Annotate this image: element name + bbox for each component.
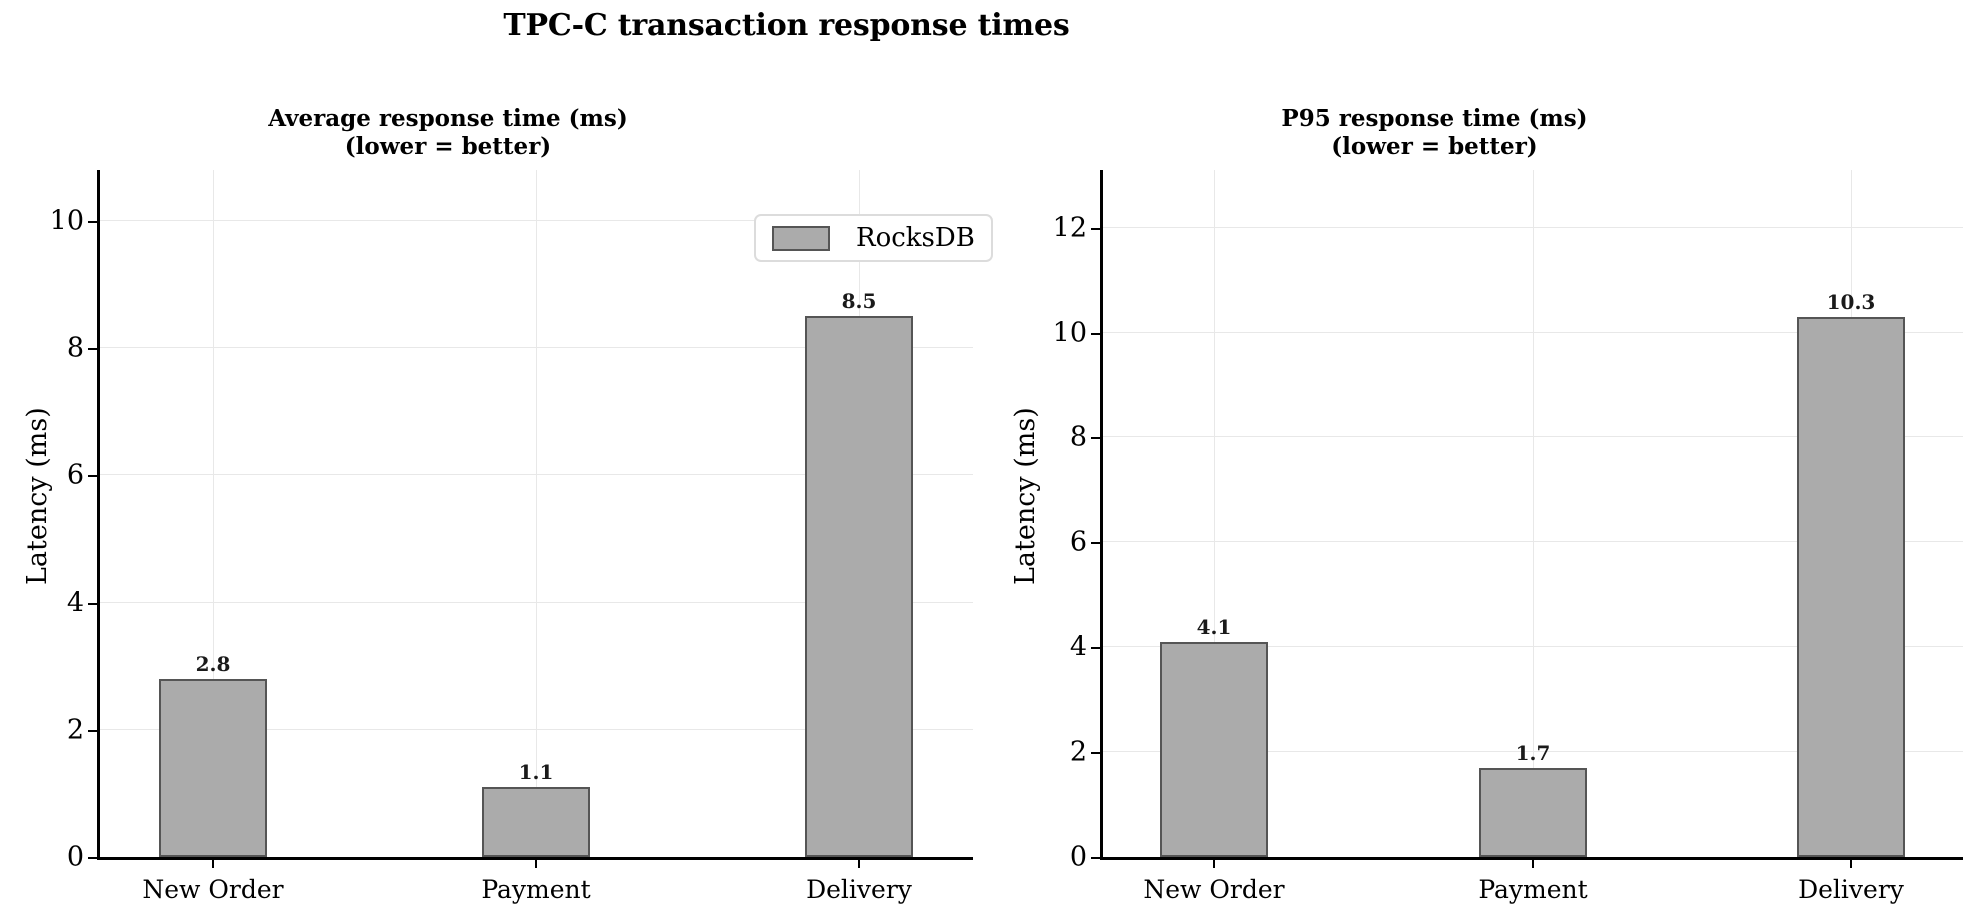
y-tick-label-2: 2 — [1069, 736, 1087, 768]
bar-payment[interactable]: 1.1 — [482, 762, 590, 857]
plot-area-left: 0 2 4 6 8 10 New Order Payment Delivery — [50, 170, 973, 902]
bar-delivery[interactable]: 10.3 — [1797, 292, 1905, 857]
subplot-p95-response-time: P95 response time (ms) (lower = better) … — [986, 0, 1973, 921]
y-tick-mark-10 — [1091, 333, 1103, 335]
bar-payment[interactable]: 1.7 — [1479, 743, 1587, 857]
bar-value-new-order: 4.1 — [1196, 615, 1232, 639]
subplot-left-title-line1: Average response time (ms) — [268, 105, 628, 132]
bar-value-payment: 1.1 — [518, 760, 554, 784]
y-tick-label-6: 6 — [66, 459, 84, 491]
x-tick-label-new-order: New Order — [142, 875, 284, 904]
y-tick-label-0: 0 — [66, 841, 84, 873]
bar-value-payment: 1.7 — [1515, 741, 1551, 765]
y-tick-label-8: 8 — [66, 332, 84, 364]
y-tick-label-6: 6 — [1069, 526, 1087, 558]
x-tick-label-delivery: Delivery — [1798, 875, 1904, 904]
y-tick-mark-4 — [88, 603, 100, 605]
y-tick-label-10: 10 — [1052, 317, 1087, 349]
x-tick-mark-delivery — [1850, 857, 1852, 868]
y-tick-label-0: 0 — [1069, 841, 1087, 873]
gridline-x-new-order — [213, 170, 214, 857]
subplot-right-title-line1: P95 response time (ms) — [1281, 105, 1588, 132]
y-tick-mark-6 — [1091, 542, 1103, 544]
x-tick-label-delivery: Delivery — [806, 875, 912, 904]
bar-delivery[interactable]: 8.5 — [805, 291, 913, 857]
x-tick-mark-payment — [535, 857, 537, 868]
subplot-right-title-line2: (lower = better) — [1331, 133, 1538, 161]
y-tick-mark-8 — [1091, 437, 1103, 439]
subplot-left-title-line2: (lower = better) — [344, 133, 552, 161]
x-tick-label-payment: Payment — [1478, 875, 1588, 904]
y-tick-label-12: 12 — [1052, 212, 1087, 244]
y-tick-mark-10 — [88, 221, 100, 223]
bar-value-delivery: 10.3 — [1826, 290, 1876, 314]
subplot-left-title: Average response time (ms) (lower = bett… — [0, 105, 941, 161]
x-tick-mark-new-order — [212, 857, 214, 868]
subplot-average-response-time: Average response time (ms) (lower = bett… — [0, 0, 993, 921]
bar-value-new-order: 2.8 — [195, 652, 231, 676]
legend-label-rocksdb: RocksDB — [856, 223, 975, 253]
y-tick-mark-8 — [88, 348, 100, 350]
legend-left[interactable]: RocksDB — [754, 214, 993, 262]
bar-new-order[interactable]: 4.1 — [1160, 617, 1268, 857]
y-tick-mark-6 — [88, 475, 100, 477]
y-tick-mark-4 — [1091, 647, 1103, 649]
x-tick-mark-delivery — [858, 857, 860, 868]
y-tick-label-10: 10 — [49, 205, 84, 237]
subplot-right-title: P95 response time (ms) (lower = better) — [941, 105, 1928, 161]
y-axis-label-right: Latency (ms) — [1010, 407, 1041, 585]
x-tick-label-new-order: New Order — [1143, 875, 1285, 904]
y-tick-mark-2 — [88, 730, 100, 732]
y-tick-mark-0 — [88, 857, 100, 859]
gridline-x-payment — [1533, 170, 1534, 857]
figure-suptitle: TPC-C transaction response times — [503, 8, 1070, 43]
gridline-x-payment — [536, 170, 537, 857]
y-axis-label-left: Latency (ms) — [22, 407, 53, 585]
y-tick-label-8: 8 — [1069, 421, 1087, 453]
y-tick-label-4: 4 — [1069, 631, 1087, 663]
y-tick-mark-2 — [1091, 752, 1103, 754]
x-tick-mark-payment — [1532, 857, 1534, 868]
x-tick-label-payment: Payment — [481, 875, 591, 904]
y-tick-mark-12 — [1091, 228, 1103, 230]
y-tick-mark-0 — [1091, 857, 1103, 859]
y-tick-label-4: 4 — [66, 587, 84, 619]
plot-area-right: 0 2 4 6 8 10 12 New Order P — [1053, 170, 1963, 902]
legend-swatch-rocksdb — [772, 225, 830, 251]
bar-new-order[interactable]: 2.8 — [159, 654, 267, 857]
bar-value-delivery: 8.5 — [841, 289, 877, 313]
y-tick-label-2: 2 — [66, 714, 84, 746]
x-tick-mark-new-order — [1213, 857, 1215, 868]
gridline-x-new-order — [1214, 170, 1215, 857]
